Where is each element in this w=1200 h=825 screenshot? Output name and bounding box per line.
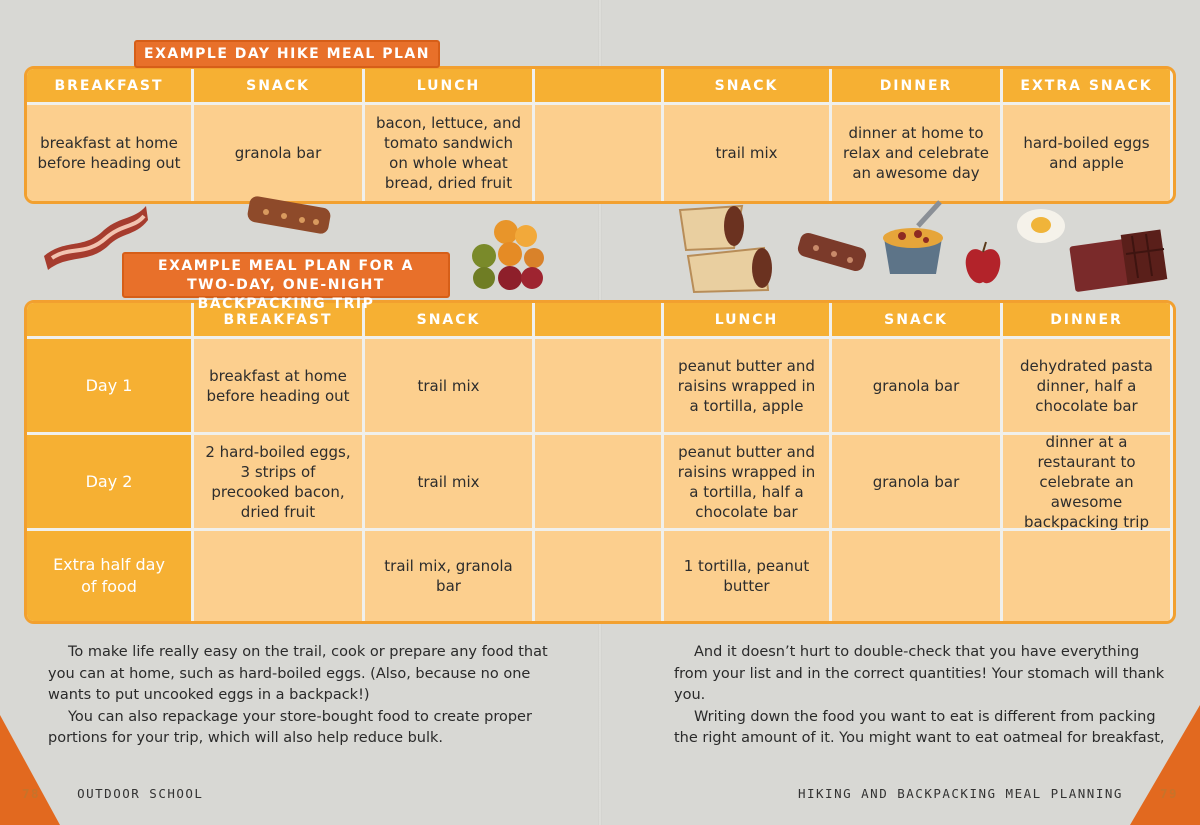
table-cell: [1003, 531, 1170, 621]
table-header: SNACK: [365, 303, 532, 336]
egg-illustration: [1017, 209, 1065, 243]
paragraph: Writing down the food you want to eat is…: [674, 708, 1165, 747]
table-cell: breakfast at home before heading out: [194, 339, 362, 432]
paragraph: To make life really easy on the trail, c…: [48, 644, 548, 703]
table-cell: 1 tortilla, peanut butter: [664, 531, 829, 621]
tortilla-wrap-illustration: [678, 204, 772, 294]
table-header: [535, 303, 661, 336]
table-cell: [535, 339, 661, 432]
table-header: [27, 303, 191, 336]
running-title-left: OUTDOOR SCHOOL: [77, 786, 204, 801]
row-label-day-1: Day 1: [27, 339, 191, 432]
table-header: BREAKFAST: [27, 69, 191, 102]
table-cell: granola bar: [832, 339, 1000, 432]
apple-illustration: [965, 241, 1001, 284]
body-text-right: And it doesn’t hurt to double-check that…: [674, 642, 1174, 750]
pasta-bowl-illustration: [883, 200, 943, 274]
table-cell: hard-boiled eggs and apple: [1003, 105, 1170, 201]
dried-fruit-illustration: [472, 220, 544, 290]
footer-left: 78 OUTDOOR SCHOOL: [22, 786, 203, 801]
granola-bar-illustration-2: [797, 232, 867, 272]
table-header: DINNER: [1003, 303, 1170, 336]
paragraph: You can also repackage your store-bought…: [48, 708, 532, 747]
table-cell: peanut butter and raisins wrapped in a t…: [664, 339, 829, 432]
table-cell: bacon, lettuce, and tomato sandwich on w…: [365, 105, 532, 201]
backpacking-title-line-2: TWO-DAY, ONE-NIGHT BACKPACKING TRIP: [187, 277, 385, 312]
table-cell: [535, 531, 661, 621]
table-cell: [535, 105, 661, 201]
page-number-left: 78: [22, 786, 41, 801]
table-header: LUNCH: [664, 303, 829, 336]
table-header: DINNER: [832, 69, 1000, 102]
day-hike-title: EXAMPLE DAY HIKE MEAL PLAN: [134, 40, 440, 68]
day-hike-table: BREAKFAST SNACK LUNCH SNACK DINNER EXTRA…: [24, 66, 1176, 204]
table-header: SNACK: [664, 69, 829, 102]
table-cell: trail mix: [365, 339, 532, 432]
backpacking-table: BREAKFAST SNACK LUNCH SNACK DINNER Day 1…: [24, 300, 1176, 624]
table-cell: granola bar: [194, 105, 362, 201]
chocolate-bar-illustration: [1069, 229, 1168, 292]
table-cell: [535, 435, 661, 528]
table-header: SNACK: [194, 69, 362, 102]
table-cell: trail mix: [365, 435, 532, 528]
table-cell: dinner at home to relax and celebrate an…: [832, 105, 1000, 201]
backpacking-title: EXAMPLE MEAL PLAN FOR A TWO-DAY, ONE-NIG…: [122, 252, 450, 312]
table-cell: dehydrated pasta dinner, half a chocolat…: [1003, 339, 1170, 432]
table-cell: peanut butter and raisins wrapped in a t…: [664, 435, 829, 528]
page-number-right: 79: [1159, 786, 1178, 801]
table-header: EXTRA SNACK: [1003, 69, 1170, 102]
table-cell: dinner at a restaurant to celebrate an a…: [1003, 433, 1170, 531]
body-text-left: To make life really easy on the trail, c…: [48, 642, 548, 750]
table-cell: granola bar: [832, 435, 1000, 528]
table-cell: trail mix: [664, 105, 829, 201]
table-cell: 2 hard-boiled eggs, 3 strips of precooke…: [194, 435, 362, 528]
row-label-day-2: Day 2: [27, 435, 191, 528]
table-header: SNACK: [832, 303, 1000, 336]
running-title-right: HIKING AND BACKPACKING MEAL PLANNING: [797, 786, 1123, 801]
table-cell: [832, 531, 1000, 621]
table-header: [535, 69, 661, 102]
footer-right: HIKING AND BACKPACKING MEAL PLANNING 79: [798, 786, 1178, 801]
paragraph: And it doesn’t hurt to double-check that…: [674, 644, 1165, 703]
bacon-illustration: [44, 206, 148, 270]
backpacking-title-line-1: EXAMPLE MEAL PLAN FOR A: [158, 258, 414, 274]
table-header: BREAKFAST: [194, 303, 362, 336]
table-header: LUNCH: [365, 69, 532, 102]
table-cell: trail mix, granola bar: [365, 531, 532, 621]
table-cell: breakfast at home before heading out: [27, 105, 191, 201]
row-label-extra: Extra half day of food: [27, 531, 191, 621]
table-cell: [194, 531, 362, 621]
granola-bar-illustration: [247, 196, 331, 234]
